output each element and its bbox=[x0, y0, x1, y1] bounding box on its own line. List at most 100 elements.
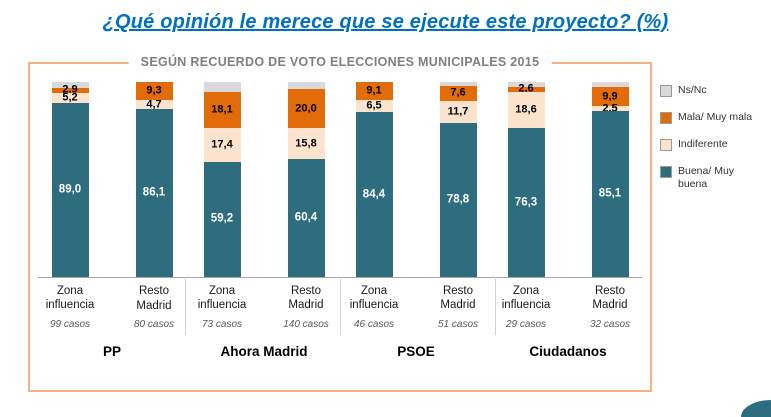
segment-mala: 18,1 bbox=[203, 92, 241, 128]
segment-indiferente: 18,6 bbox=[507, 91, 545, 129]
bar-column: 9,1 6,5 84,4 Zona influencia 46 casos bbox=[342, 82, 406, 330]
legend-item: Mala/ Muy mala bbox=[660, 111, 766, 124]
data-label: 2,9 bbox=[62, 83, 78, 96]
legend-label: Indiferente bbox=[678, 138, 728, 150]
bar-column: 18,1 17,4 59,2 Zona influencia 73 casos bbox=[190, 82, 254, 330]
legend-item: Ns/Nc bbox=[660, 84, 766, 97]
data-label: 59,2 bbox=[210, 212, 234, 225]
stacked-bar: 9,9 2,5 85,1 bbox=[591, 82, 629, 277]
segment-nsnc bbox=[507, 82, 545, 87]
segment-mala: 2,9 bbox=[51, 83, 89, 96]
category-label: Resto Madrid bbox=[288, 284, 324, 312]
data-label: 6,5 bbox=[366, 99, 382, 112]
segment-mala: 9,3 bbox=[135, 82, 173, 101]
segment-indiferente: 6,5 bbox=[355, 99, 393, 113]
axis-separator bbox=[340, 277, 341, 335]
segment-indiferente: 5,2 bbox=[51, 92, 89, 104]
segment-indiferente: 17,4 bbox=[203, 127, 241, 162]
group-name: Ciudadanos bbox=[529, 343, 607, 359]
bar-pair: 9,1 6,5 84,4 Zona influencia 46 casos 7,6 11,7… bbox=[342, 82, 490, 330]
casos-label: 73 casos bbox=[201, 318, 243, 330]
data-label: 9,3 bbox=[146, 84, 162, 97]
segment-buena: 89,0 bbox=[51, 103, 89, 277]
stacked-bar: 9,1 6,5 84,4 bbox=[355, 82, 393, 277]
segment-mala: 2,6 bbox=[507, 82, 545, 95]
casos-label: 51 casos bbox=[437, 318, 479, 330]
data-label: 18,1 bbox=[211, 103, 233, 116]
segment-buena: 59,2 bbox=[203, 161, 241, 277]
legend-swatch bbox=[660, 85, 672, 97]
segment-buena: 76,3 bbox=[507, 128, 545, 277]
legend-item: Buena/ Muy buena bbox=[660, 165, 766, 190]
legend-label: Mala/ Muy mala bbox=[678, 111, 753, 123]
stacked-bar: 2,6 18,6 76,3 bbox=[507, 82, 545, 277]
bar-group-psoe: 9,1 6,5 84,4 Zona influencia 46 casos 7,6 11,7… bbox=[340, 82, 492, 359]
segment-buena: 60,4 bbox=[287, 159, 325, 277]
casos-label: 140 casos bbox=[283, 318, 329, 330]
legend-swatch bbox=[660, 112, 672, 124]
data-label: 4,7 bbox=[146, 98, 162, 111]
segment-mala: 9,9 bbox=[591, 86, 629, 107]
segment-buena: 84,4 bbox=[355, 112, 393, 277]
segment-buena: 86,1 bbox=[135, 109, 173, 278]
stacked-bar: 9,3 4,7 86,1 bbox=[135, 82, 173, 278]
group-name: PP bbox=[102, 344, 121, 360]
casos-label: 80 casos bbox=[133, 319, 175, 331]
segment-indiferente: 11,7 bbox=[439, 100, 477, 124]
bar-group-pp: 2,9 5,2 89,0 Zona influencia 99 casos 9,3 4,7 8… bbox=[36, 82, 188, 359]
stacked-bar: 18,1 17,4 59,2 bbox=[203, 82, 241, 277]
segment-buena: 78,8 bbox=[439, 123, 477, 277]
stacked-bar: 20,0 15,8 60,4 bbox=[287, 82, 325, 277]
data-label: 2,6 bbox=[518, 82, 534, 95]
casos-label: 99 casos bbox=[49, 318, 91, 330]
axis-separator bbox=[495, 277, 496, 335]
data-label: 9,1 bbox=[366, 84, 382, 97]
segment-indiferente: 4,7 bbox=[135, 98, 173, 111]
segment-mala: 9,1 bbox=[355, 82, 393, 100]
legend-swatch bbox=[660, 139, 672, 151]
bar-group-ciudadanos: 2,6 18,6 76,3 Zona influencia 29 casos 9,9 2,5… bbox=[492, 82, 644, 359]
data-label: 15,8 bbox=[295, 137, 317, 150]
chart-frame: SEGÚN RECUERDO DE VOTO ELECCIONES MUNICI… bbox=[28, 55, 652, 392]
segment-mala: 7,6 bbox=[439, 85, 477, 101]
bar-column: 9,9 2,5 85,1 Resto Madrid 32 casos bbox=[578, 82, 642, 330]
segment-indiferente: 2,5 bbox=[591, 102, 629, 115]
category-label: Zona influencia bbox=[501, 284, 551, 312]
page-title: ¿Qué opinión le merece que se ejecute es… bbox=[102, 11, 669, 33]
data-label: 18,6 bbox=[515, 103, 537, 116]
legend-item: Indiferente bbox=[660, 138, 766, 151]
data-label: 17,4 bbox=[211, 138, 233, 151]
bar-pair: 18,1 17,4 59,2 Zona influencia 73 casos 20,0 1… bbox=[190, 82, 338, 330]
category-label: Resto Madrid bbox=[592, 284, 628, 312]
data-label: 86,1 bbox=[142, 186, 166, 199]
category-label: Zona influencia bbox=[45, 284, 95, 312]
segment-nsnc bbox=[439, 82, 477, 86]
axis-separator bbox=[185, 277, 186, 335]
chart-subtitle: SEGÚN RECUERDO DE VOTO ELECCIONES MUNICI… bbox=[128, 55, 552, 69]
plot-groups: 2,9 5,2 89,0 Zona influencia 99 casos 9,3 4,7 8… bbox=[36, 82, 644, 359]
legend-label: Buena/ Muy buena bbox=[678, 165, 735, 190]
category-label: Zona influencia bbox=[349, 284, 399, 312]
bar-group-ahora-madrid: 18,1 17,4 59,2 Zona influencia 73 casos 20,0 1… bbox=[188, 82, 340, 359]
data-label: 84,4 bbox=[362, 187, 386, 200]
bar-column: 2,6 18,6 76,3 Zona influencia 29 casos bbox=[494, 82, 558, 330]
data-label: 9,9 bbox=[602, 90, 618, 103]
segment-nsnc bbox=[203, 82, 241, 93]
segment-nsnc bbox=[51, 82, 89, 88]
data-label: 7,6 bbox=[450, 86, 466, 99]
data-label: 11,7 bbox=[447, 105, 469, 118]
data-label: 76,3 bbox=[514, 195, 538, 208]
legend-swatch bbox=[660, 166, 672, 178]
segment-indiferente: 15,8 bbox=[287, 128, 325, 160]
stacked-bar: 2,9 5,2 89,0 bbox=[51, 82, 89, 277]
casos-label: 29 casos bbox=[505, 318, 547, 330]
casos-label: 32 casos bbox=[589, 318, 631, 330]
legend-label: Ns/Nc bbox=[678, 84, 707, 96]
segment-buena: 85,1 bbox=[591, 111, 629, 277]
bar-column: 9,3 4,7 86,1 Resto Madrid 80 casos bbox=[122, 82, 186, 330]
data-label: 78,8 bbox=[446, 193, 470, 206]
data-label: 60,4 bbox=[294, 211, 318, 224]
data-label: 89,0 bbox=[58, 183, 82, 196]
category-label: Resto Madrid bbox=[136, 285, 172, 312]
data-label: 2,5 bbox=[602, 102, 618, 115]
